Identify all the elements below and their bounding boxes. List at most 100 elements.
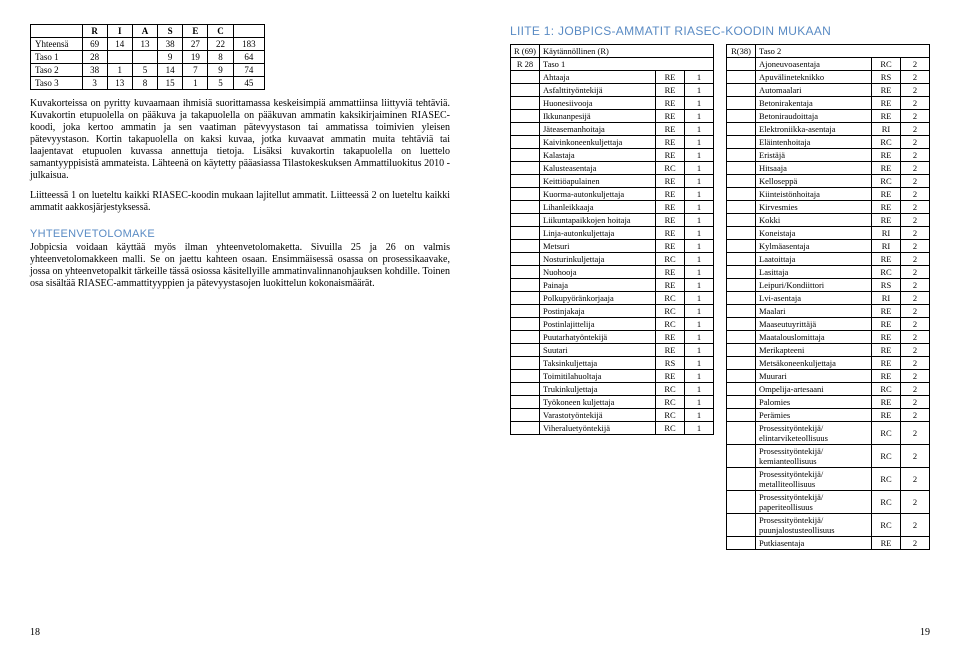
stat-head: S (158, 25, 183, 38)
stat-cell (107, 51, 132, 64)
row-blank (727, 253, 756, 266)
occupation-col-1: R (69) Käytännöllinen (R) R 28 Taso 1 Ah… (510, 44, 714, 550)
occupation-level: 2 (901, 162, 930, 175)
stat-cell: 183 (233, 38, 265, 51)
row-blank (727, 468, 756, 491)
occupation-name: Kalastaja (540, 149, 656, 162)
occupation-code: RE (872, 110, 901, 123)
occupation-row: KirvesmiesRE2 (727, 201, 930, 214)
row-blank (727, 58, 756, 71)
occupation-row: AjoneuvoasentajaRC2 (727, 58, 930, 71)
occupation-row: Ompelija-artesaaniRC2 (727, 383, 930, 396)
row-blank (511, 357, 540, 370)
row-blank (727, 162, 756, 175)
occupation-code: RC (872, 266, 901, 279)
occupation-row: KokkiRE2 (727, 214, 930, 227)
occupation-level: 1 (685, 136, 714, 149)
row-blank (511, 240, 540, 253)
occupation-level: 2 (901, 422, 930, 445)
stat-cell: 14 (158, 64, 183, 77)
occupation-code: RC (872, 422, 901, 445)
occupation-level: 2 (901, 188, 930, 201)
row-blank (727, 110, 756, 123)
stat-cell: 38 (82, 64, 107, 77)
stat-cell: 8 (132, 77, 157, 90)
occupation-row: MaalariRE2 (727, 305, 930, 318)
occupation-row: Työkoneen kuljettajaRC1 (511, 396, 714, 409)
occupation-name: Prosessityöntekijä/ kemianteollisuus (756, 445, 872, 468)
occupation-level: 2 (901, 201, 930, 214)
row-blank (727, 514, 756, 537)
row-blank (727, 370, 756, 383)
occupation-name: Polkupyöränkorjaaja (540, 292, 656, 305)
page-left: R I A S E C Yhteensä691413382722183Taso … (0, 0, 480, 646)
occupation-row: LihanleikkaajaRE1 (511, 201, 714, 214)
occupation-name: Eläintenhoitaja (756, 136, 872, 149)
row-blank (727, 214, 756, 227)
occupation-name: Keittiöapulainen (540, 175, 656, 188)
occupation-name: Hitsaaja (756, 162, 872, 175)
occupation-name: Palomies (756, 396, 872, 409)
occupation-code: RC (872, 58, 901, 71)
occupation-name: Betoniraudoittaja (756, 110, 872, 123)
stat-row: Taso 23815147974 (31, 64, 265, 77)
occupation-code: RE (656, 136, 685, 149)
occupation-level: 1 (685, 84, 714, 97)
occupation-level: 2 (901, 396, 930, 409)
stat-label: Taso 3 (31, 77, 83, 90)
occupation-row: KiinteistönhoitajaRE2 (727, 188, 930, 201)
row-blank (727, 227, 756, 240)
row-blank (727, 305, 756, 318)
stat-label: Taso 2 (31, 64, 83, 77)
page-right: LIITE 1: JOBPICS-AMMATIT RIASEC-KOODIN M… (480, 0, 960, 646)
occupation-name: Linja-autonkuljettaja (540, 227, 656, 240)
occupation-name: Maalari (756, 305, 872, 318)
occupation-name: Laatoittaja (756, 253, 872, 266)
occupation-row: LasittajaRC2 (727, 266, 930, 279)
occupation-name: Merikapteeni (756, 344, 872, 357)
occupation-level: 2 (901, 214, 930, 227)
occupation-row: Lvi-asentajaRI2 (727, 292, 930, 305)
occupation-code: RI (872, 240, 901, 253)
occupation-row: AutomaalariRE2 (727, 84, 930, 97)
occupation-row: Kuorma-autonkuljettajaRE1 (511, 188, 714, 201)
occupation-row: KalastajaRE1 (511, 149, 714, 162)
row-blank (727, 279, 756, 292)
occupation-row: KeittiöapulainenRE1 (511, 175, 714, 188)
occupation-row: LaatoittajaRE2 (727, 253, 930, 266)
occupation-name: Maaseutuyrittäjä (756, 318, 872, 331)
occupation-name: Muurari (756, 370, 872, 383)
occupation-level: 2 (901, 71, 930, 84)
occupation-name: Suutari (540, 344, 656, 357)
row-blank (727, 445, 756, 468)
row-blank (511, 253, 540, 266)
row-blank (727, 491, 756, 514)
occupation-level: 1 (685, 279, 714, 292)
stat-label: Taso 1 (31, 51, 83, 64)
occupation-name: Ahtaaja (540, 71, 656, 84)
occupation-name: Kirvesmies (756, 201, 872, 214)
stat-cell: 22 (208, 38, 233, 51)
occupation-name: Huonesiivooja (540, 97, 656, 110)
occupation-level: 2 (901, 468, 930, 491)
occupation-code: RE (872, 201, 901, 214)
occupation-row: Elektroniikka-asentajaRI2 (727, 123, 930, 136)
occupation-name: Kiinteistönhoitaja (756, 188, 872, 201)
occupation-name: Leipuri/Kondiittori (756, 279, 872, 292)
occupation-row: BetoniraudoittajaRE2 (727, 110, 930, 123)
occupation-level: 2 (901, 175, 930, 188)
occupation-level: 2 (901, 58, 930, 71)
row-blank (511, 84, 540, 97)
occupation-level: 1 (685, 318, 714, 331)
appendix-title: LIITE 1: JOBPICS-AMMATIT RIASEC-KOODIN M… (510, 24, 930, 38)
occupation-row: AhtaajaRE1 (511, 71, 714, 84)
occupation-name: Nuohooja (540, 266, 656, 279)
occupation-code: RE (872, 331, 901, 344)
row-blank (727, 123, 756, 136)
occupation-level: 1 (685, 253, 714, 266)
row-blank (511, 136, 540, 149)
occupation-code: RE (656, 279, 685, 292)
occupation-level: 2 (901, 136, 930, 149)
stat-cell: 38 (158, 38, 183, 51)
occupation-code: RE (872, 188, 901, 201)
